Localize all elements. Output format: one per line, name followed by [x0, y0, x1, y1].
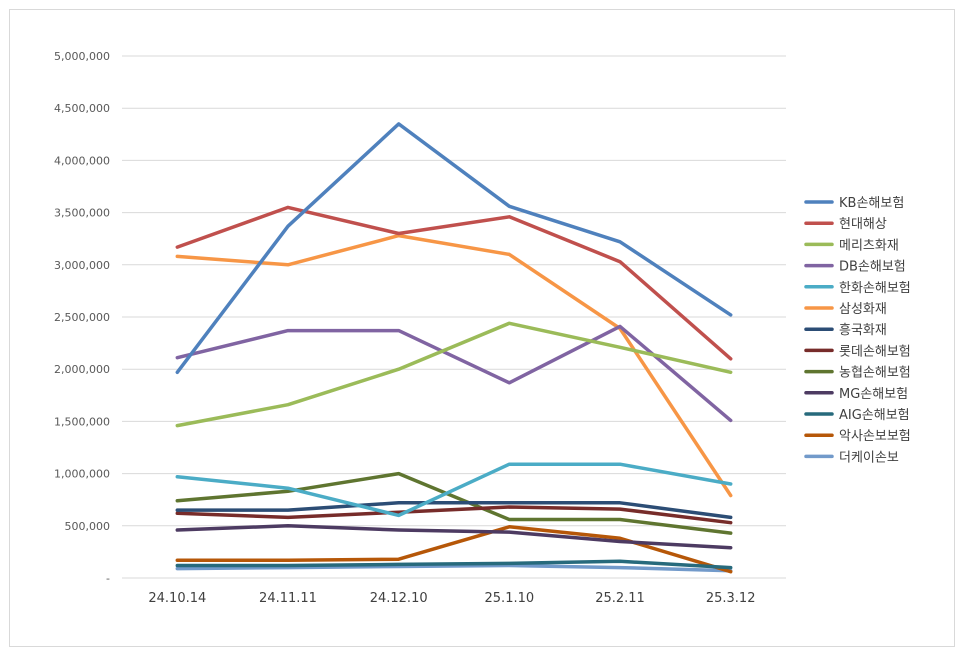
x-tick-label: 25.2.11 [595, 591, 645, 606]
series-line [175, 524, 733, 550]
y-tick-label: 2,500,000 [54, 311, 110, 324]
x-tick-label: 25.1.10 [485, 591, 535, 606]
legend-label: 흥국화재 [839, 323, 887, 338]
legend-label: 더케이손보 [839, 450, 899, 465]
y-tick-label: 2,000,000 [54, 363, 110, 376]
legend-label: 현대해상 [839, 217, 887, 232]
x-tick-label: 25.3.12 [706, 591, 756, 606]
y-tick-label: 500,000 [65, 520, 111, 533]
y-tick-label: 4,000,000 [54, 154, 110, 167]
legend-label: 메리츠화재 [839, 238, 899, 253]
series-line [175, 501, 733, 520]
series-line [175, 321, 733, 428]
y-tick-label: 3,500,000 [54, 207, 110, 220]
series-line [175, 324, 733, 423]
legend-label: MG손해보험 [839, 387, 908, 402]
y-tick-label: 4,500,000 [54, 102, 110, 115]
series-line [175, 462, 733, 518]
legend-label: 악사손보보험 [839, 429, 911, 444]
y-tick-label: 1,000,000 [54, 468, 110, 481]
legend-label: DB손해보험 [839, 260, 906, 275]
series-line [175, 233, 733, 498]
y-tick-label: - [106, 572, 110, 585]
legend-label: AIG손해보험 [839, 408, 910, 423]
x-tick-label: 24.10.14 [148, 591, 206, 606]
y-tick-label: 3,000,000 [54, 259, 110, 272]
legend-label: 농협손해보험 [839, 366, 911, 381]
legend-label: 롯데손해보험 [839, 344, 911, 359]
x-tick-label: 24.12.10 [370, 591, 428, 606]
legend-label: KB손해보험 [839, 196, 904, 211]
series-line [175, 505, 733, 525]
y-tick-label: 5,000,000 [54, 50, 110, 63]
series-line [175, 471, 733, 535]
series-line [175, 205, 733, 361]
series-line [175, 559, 733, 570]
x-tick-label: 24.11.11 [259, 591, 317, 606]
y-tick-label: 1,500,000 [54, 415, 110, 428]
legend-label: 삼성화재 [839, 302, 887, 317]
series-line [175, 563, 733, 573]
legend-label: 한화손해보험 [839, 281, 911, 296]
chart-frame [9, 9, 955, 647]
series-line [175, 122, 733, 375]
